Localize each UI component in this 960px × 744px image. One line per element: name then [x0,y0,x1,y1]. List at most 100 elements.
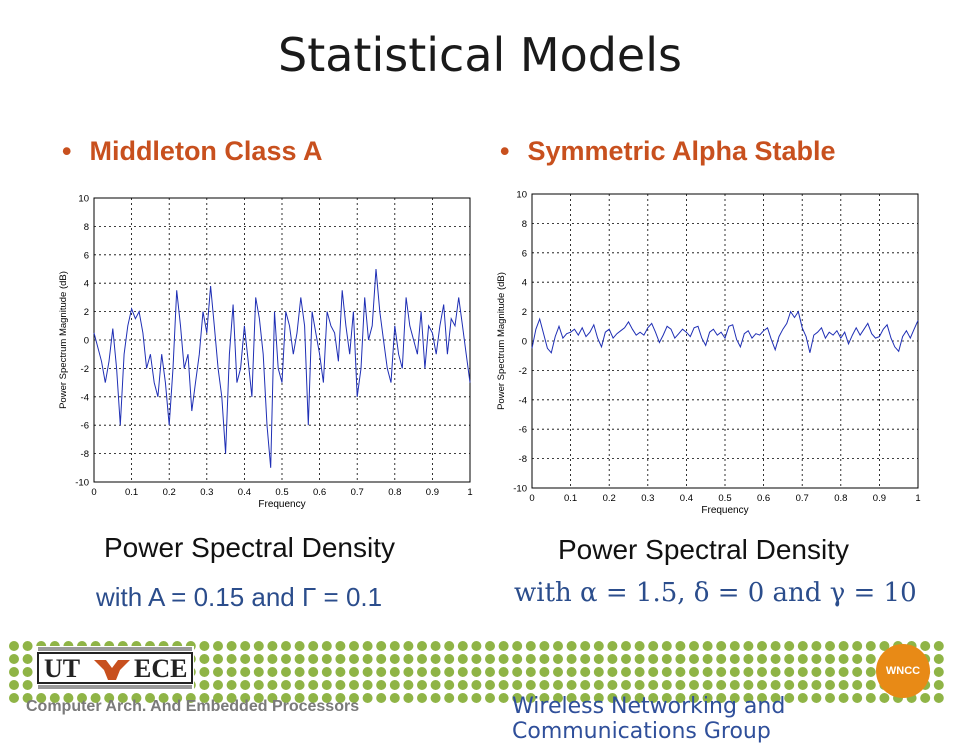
footer-dot [376,654,387,664]
footer-dot [811,667,822,677]
footer-dot [281,680,291,690]
footer-dot [376,667,387,677]
footer-dot [457,693,468,703]
x-tick-label: 0.4 [238,487,251,498]
footer-dot [702,680,713,690]
footer-dot [199,680,210,690]
footer-dot [825,693,835,703]
footer-dot [648,680,659,690]
footer-dot [580,680,591,690]
footer-dot [512,693,523,703]
footer-dot [430,641,441,651]
x-tick-label: 0.5 [718,493,731,504]
y-tick-label: -8 [519,454,527,465]
footer-dot [797,680,808,690]
footer-dot [770,641,781,651]
x-tick-label: 0.4 [680,493,693,504]
footer-dot [471,680,482,690]
y-tick-label: 4 [84,279,89,290]
footer-dot [77,693,87,703]
footer-dot [199,693,210,703]
x-axis-label: Frequency [258,499,305,510]
footer-dot [702,693,713,703]
footer-dot [9,693,19,703]
footer-dot [281,693,291,703]
y-axis-label: Power Spectrum Magnitude (dB) [58,271,69,409]
footer-dot [825,667,835,677]
chart-alpha-stable-psd: 0 0.1 0.2 0.3 0.4 0.5 0.6 0.7 0.8 0.9 1 10 8 6 4 2 0 -2 -4… [494,186,924,526]
footer-dot [933,693,944,703]
footer-dot [634,680,645,690]
footer-dot [267,680,278,690]
footer-dot [9,641,19,651]
footer-dot [199,667,210,677]
footer-dot [852,654,863,664]
footer-dot [185,693,196,703]
footer-dot [253,667,264,677]
footer-dot [22,667,33,677]
footer-dot [199,654,210,664]
x-tick-label: 0.7 [796,493,809,504]
footer-dot [389,641,400,651]
y-tick-label: 0 [522,337,527,348]
footer-dot [281,654,291,664]
footer-dot [811,641,822,651]
footer-dot [539,641,550,651]
x-tick-label: 1 [467,487,472,498]
footer-dot [743,680,754,690]
footer-group-name: Wireless Networking and Communications G… [512,694,786,744]
footer-dot [920,693,931,703]
y-tick-label: 10 [78,194,89,205]
footer-dot [485,667,495,677]
footer-dot [267,667,278,677]
footer-dot [294,667,305,677]
footer-dot [702,667,713,677]
footer-dot [498,641,509,651]
chart-middleton-psd: 0 0.1 0.2 0.3 0.4 0.5 0.6 0.7 0.8 0.9 1 10 8 6 4 2 0 -2 -4… [56,190,476,520]
footer-dot [335,641,346,651]
footer-dot [389,693,400,703]
footer-dot [213,654,223,664]
footer-dot [689,641,699,651]
y-tick-label: -4 [81,392,89,403]
footer-dot [9,680,19,690]
footer-dot [321,680,332,690]
footer-dot [566,693,577,703]
footer-dot [376,641,387,651]
footer-dot [349,693,359,703]
footer-dot [457,641,468,651]
footer-dot [634,667,645,677]
footer-dot [131,693,142,703]
footer-dot [22,680,33,690]
footer-dot [811,693,822,703]
footer-dot [689,693,699,703]
footer-dot [607,641,618,651]
footer-dot [757,641,767,651]
footer-dot [702,641,713,651]
footer-dot [689,680,699,690]
footer-dot [9,667,19,677]
y-tick-label: -2 [81,364,89,375]
footer-dot [770,680,781,690]
footer-dot [784,680,795,690]
footer-dot [403,654,414,664]
footer-dot [376,693,387,703]
footer-dot [675,641,686,651]
footer-dot [634,693,645,703]
bullet-right-label: Symmetric Alpha Stable [527,136,836,166]
footer-dot [512,641,523,651]
footer-dot [661,667,672,677]
footer-dot [213,667,223,677]
footer-dot [444,667,455,677]
footer-dot [430,693,441,703]
footer-dot [811,654,822,664]
footer-dot [512,667,523,677]
footer-dot [811,680,822,690]
footer-dot [349,680,359,690]
footer-dot [797,654,808,664]
footer-dot [471,641,482,651]
footer-dot [403,641,414,651]
y-tick-label: -10 [513,484,527,495]
x-tick-label: 0 [529,493,534,504]
footer-dot [226,680,237,690]
